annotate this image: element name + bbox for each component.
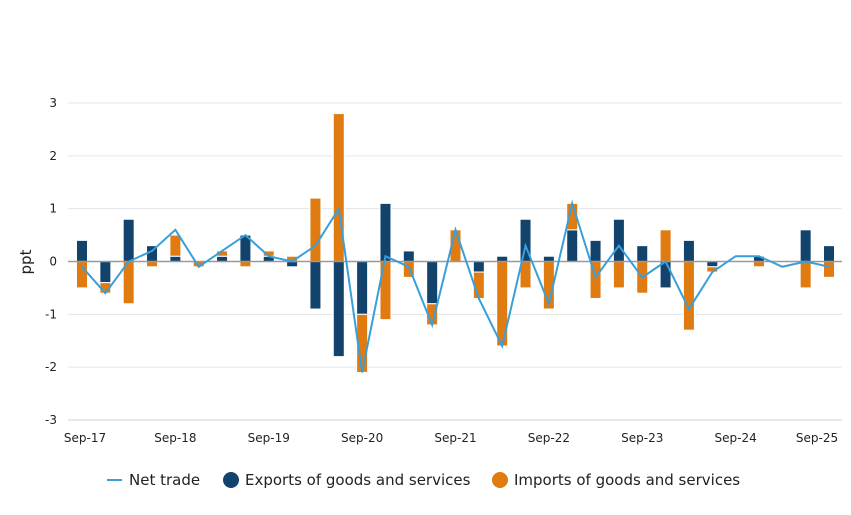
export-bar	[496, 255, 509, 263]
y-tick-label: -1	[45, 307, 57, 321]
export-bar	[402, 250, 415, 263]
export-bar	[682, 239, 695, 263]
legend-item-exports[interactable]: Exports of goods and services	[223, 471, 471, 489]
x-tick-label: Sep-23	[621, 431, 663, 445]
export-bar	[472, 261, 485, 273]
export-bar	[99, 261, 112, 284]
import-bar	[146, 261, 159, 268]
export-bar	[122, 218, 135, 263]
legend-circle-swatch	[223, 472, 239, 488]
export-bar	[659, 261, 672, 289]
import-bar	[752, 261, 765, 268]
legend-item-imports[interactable]: Imports of goods and services	[492, 471, 740, 489]
x-tick-label: Sep-17	[64, 431, 106, 445]
export-bar	[612, 218, 625, 263]
export-bar	[76, 239, 88, 263]
import-bar	[239, 261, 252, 268]
legend-circle-swatch	[492, 472, 508, 488]
export-bar	[636, 245, 649, 262]
x-tick-label: Sep-19	[248, 431, 290, 445]
export-bar	[823, 245, 835, 262]
legend: Net trade Exports of goods and services …	[107, 471, 740, 489]
x-tick-label: Sep-22	[528, 431, 570, 445]
export-bar	[216, 255, 229, 263]
legend-label: Imports of goods and services	[514, 471, 740, 489]
y-tick-label: 3	[49, 96, 57, 110]
export-bar	[426, 261, 439, 305]
export-bar	[169, 255, 182, 263]
legend-label: Net trade	[129, 471, 200, 489]
legend-item-net-trade[interactable]: Net trade	[107, 471, 200, 489]
x-axis-ticks: Sep-17 Sep-18 Sep-19 Sep-20 Sep-21 Sep-22 Sep-…	[64, 431, 838, 445]
import-bar	[799, 261, 812, 289]
import-bar	[379, 261, 392, 321]
import-bar	[823, 261, 835, 278]
x-tick-label: Sep-18	[154, 431, 196, 445]
y-tick-label: 1	[49, 202, 57, 216]
import-bar	[169, 234, 182, 257]
y-tick-label: 2	[49, 149, 57, 163]
export-bar	[356, 261, 369, 315]
export-bar	[799, 229, 812, 263]
import-bar	[682, 261, 695, 331]
x-tick-label: Sep-20	[341, 431, 383, 445]
x-tick-label: Sep-21	[434, 431, 476, 445]
y-axis-ticks: 3 2 1 0 -1 -2 -3	[45, 96, 57, 427]
import-bar	[659, 229, 672, 263]
net-trade-line	[81, 199, 830, 373]
export-bar	[542, 255, 555, 263]
x-tick-label: Sep-25	[796, 431, 838, 445]
x-tick-label: Sep-24	[715, 431, 757, 445]
export-bar	[706, 261, 719, 268]
y-tick-label: -2	[45, 360, 57, 374]
import-bar	[612, 261, 625, 289]
export-bar	[589, 239, 602, 263]
bars	[76, 113, 835, 373]
y-tick-label: 0	[49, 255, 57, 269]
import-bar	[76, 261, 88, 289]
legend-label: Exports of goods and services	[245, 471, 471, 489]
export-bar	[332, 261, 345, 358]
import-bar	[309, 197, 322, 263]
y-axis-label: ppt	[17, 249, 35, 274]
export-bar	[566, 229, 579, 263]
export-bar	[379, 202, 392, 262]
export-bar	[309, 261, 322, 310]
y-tick-label: -3	[45, 413, 57, 427]
